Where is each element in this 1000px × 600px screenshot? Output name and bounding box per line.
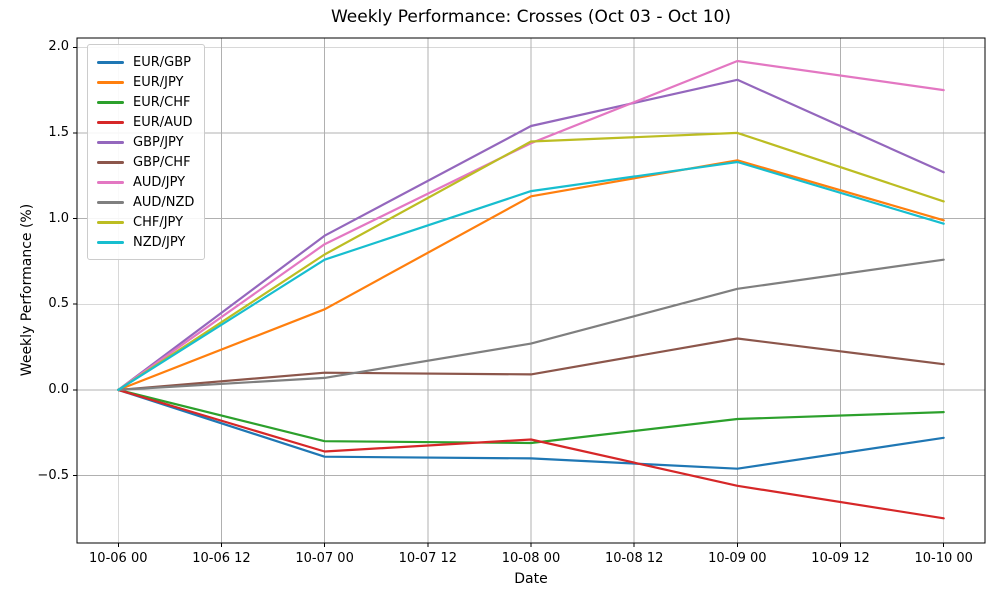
x-tick-label: 10-07 00 — [295, 551, 354, 566]
legend-line-swatch — [97, 180, 124, 184]
chart-title: Weekly Performance: Crosses (Oct 03 - Oc… — [330, 7, 731, 27]
legend-item: GBP/JPY — [97, 132, 194, 152]
series-line-EUR-GBP — [117, 388, 945, 470]
x-tick-label: 10-09 12 — [811, 551, 870, 566]
y-tick-label: 0.0 — [48, 381, 69, 397]
legend-item: GBP/CHF — [97, 152, 194, 172]
series-lines — [117, 59, 945, 520]
legend-item: AUD/JPY — [97, 172, 194, 192]
x-tick-label: 10-06 12 — [192, 551, 251, 566]
x-tick-label: 10-08 12 — [604, 551, 664, 566]
series-line-EUR-JPY — [117, 159, 945, 391]
legend-item-label: CHF/JPY — [133, 214, 184, 230]
x-tick-label: 10-06 00 — [89, 551, 148, 566]
legend: EUR/GBP EUR/JPY EUR/CHF EUR/AUD GBP/JPY GBP/C… — [87, 44, 206, 260]
legend-line-swatch — [97, 80, 124, 84]
x-axis-label: Date — [514, 571, 548, 587]
series-line-AUD-JPY — [117, 59, 945, 391]
legend-item: AUD/NZD — [97, 192, 194, 212]
legend-item-label: EUR/CHF — [133, 94, 191, 110]
y-tick-label: 0.5 — [48, 296, 69, 312]
legend-item-label: EUR/JPY — [133, 74, 184, 90]
series-line-EUR-AUD — [117, 388, 945, 520]
series-line-NZD-JPY — [117, 160, 945, 391]
x-tick-label: 10-09 00 — [708, 551, 767, 566]
legend-line-swatch — [97, 140, 124, 144]
legend-item: EUR/CHF — [97, 92, 194, 112]
legend-item-label: NZD/JPY — [133, 234, 186, 250]
series-line-GBP-CHF — [117, 337, 945, 391]
legend-line-swatch — [97, 200, 124, 204]
tick-marks — [73, 46, 945, 547]
series-line-CHF-JPY — [117, 131, 945, 391]
x-tick-label: 10-07 12 — [398, 551, 458, 566]
legend-line-swatch — [97, 100, 124, 104]
legend-item: EUR/AUD — [97, 112, 194, 132]
legend-line-swatch — [97, 220, 124, 224]
legend-item-label: GBP/JPY — [133, 134, 184, 150]
series-line-GBP-JPY — [117, 78, 945, 391]
gridlines — [77, 38, 985, 543]
legend-item-label: EUR/AUD — [133, 114, 193, 130]
legend-item-label: EUR/GBP — [133, 54, 191, 70]
x-tick-label: 10-08 00 — [501, 551, 561, 566]
y-tick-label: 1.0 — [48, 210, 69, 226]
series-line-AUD-NZD — [117, 258, 945, 391]
y-tick-label: 2.0 — [48, 39, 69, 55]
y-tick-label: 1.5 — [48, 124, 69, 140]
legend-line-swatch — [97, 120, 124, 124]
legend-item: EUR/GBP — [97, 52, 194, 72]
legend-item-label: AUD/JPY — [133, 174, 186, 190]
y-axis-label: Weekly Performance (%) — [19, 203, 35, 377]
legend-line-swatch — [97, 60, 124, 64]
legend-line-swatch — [97, 240, 124, 244]
legend-item-label: GBP/CHF — [133, 154, 191, 170]
x-tick-label: 10-10 00 — [914, 551, 973, 566]
legend-item: NZD/JPY — [97, 232, 194, 252]
series-line-EUR-CHF — [117, 388, 945, 445]
legend-line-swatch — [97, 160, 124, 164]
legend-item: EUR/JPY — [97, 72, 194, 92]
y-tick-label: −0.5 — [37, 467, 69, 483]
legend-item: CHF/JPY — [97, 212, 194, 232]
legend-item-label: AUD/NZD — [133, 194, 195, 210]
